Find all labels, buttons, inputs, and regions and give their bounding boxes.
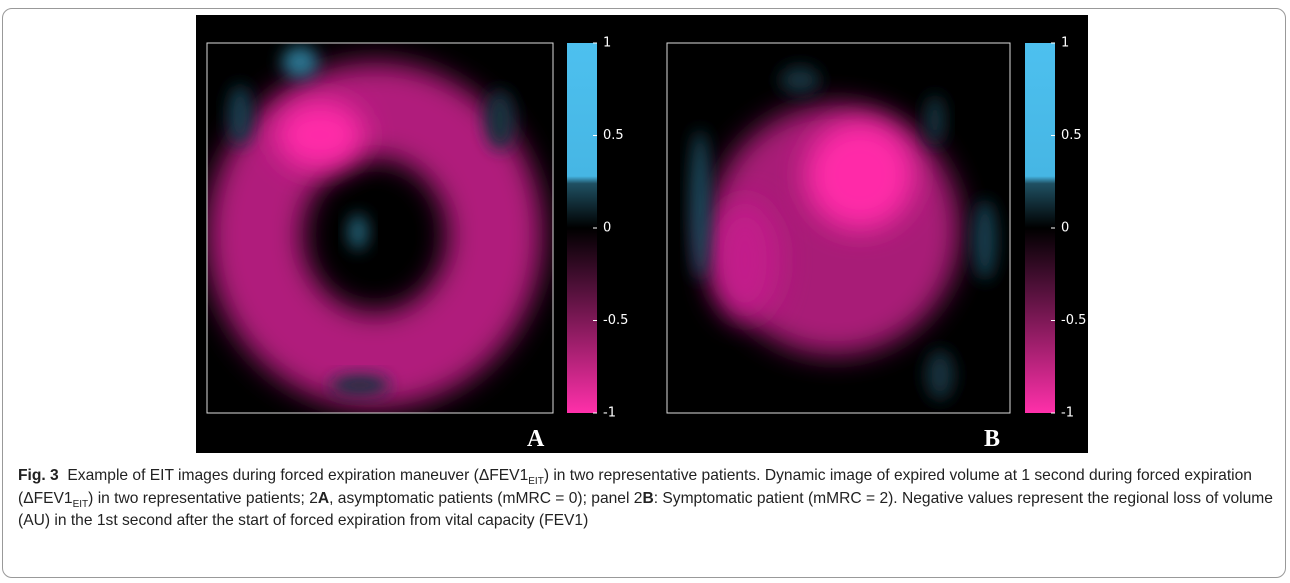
caption-bold: A: [318, 490, 329, 507]
colorbar-tick-label: 1: [1061, 36, 1069, 51]
colorbar-tick-label: -0.5: [1061, 313, 1086, 328]
colorbar-tick-label: 0.5: [1061, 128, 1082, 143]
colorbar-tick-label: -1: [1061, 406, 1074, 421]
page: A B 1 0.5 0 -0.5 -1 1 0.5 0 -0.5 -1 Fig. 3 Exampl…: [0, 0, 1290, 583]
colorbar-tick-label: 0: [1061, 221, 1069, 236]
panel-label: A: [527, 426, 545, 452]
caption-subscript: EIT: [528, 476, 544, 487]
colorbar-tick-label: -0.5: [603, 313, 628, 328]
colorbar: [567, 43, 597, 413]
colorbar-tick-label: 0: [603, 221, 611, 236]
caption-bold: B: [642, 490, 653, 507]
caption-subscript: EIT: [73, 499, 89, 510]
colorbar: [1025, 43, 1055, 413]
caption: Fig. 3 Example of EIT images during forc…: [18, 465, 1280, 533]
caption-text: Example of EIT images during forced expi…: [67, 467, 528, 484]
caption-text: , asymptomatic patients (mMRC = 0); pane…: [329, 490, 642, 507]
panel-label: B: [984, 426, 1000, 452]
colorbar-tick-label: 1: [603, 36, 611, 51]
caption-text: ) in two representative patients; 2: [88, 490, 318, 507]
colorbar-tick-label: 0.5: [603, 128, 624, 143]
figure-image: A B 1 0.5 0 -0.5 -1 1 0.5 0 -0.5 -1: [196, 15, 1088, 453]
caption-label: Fig. 3: [18, 467, 59, 484]
colorbar-tick-label: -1: [603, 406, 616, 421]
